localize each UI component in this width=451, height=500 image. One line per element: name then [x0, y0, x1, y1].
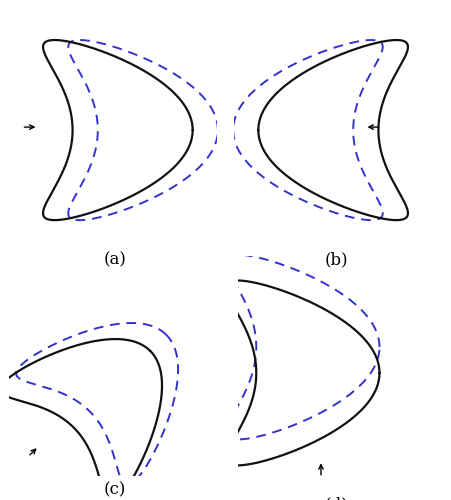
- Text: (d): (d): [325, 496, 348, 500]
- Text: (b): (b): [325, 252, 348, 268]
- Text: (a): (a): [103, 252, 126, 268]
- Text: (c): (c): [103, 481, 126, 498]
